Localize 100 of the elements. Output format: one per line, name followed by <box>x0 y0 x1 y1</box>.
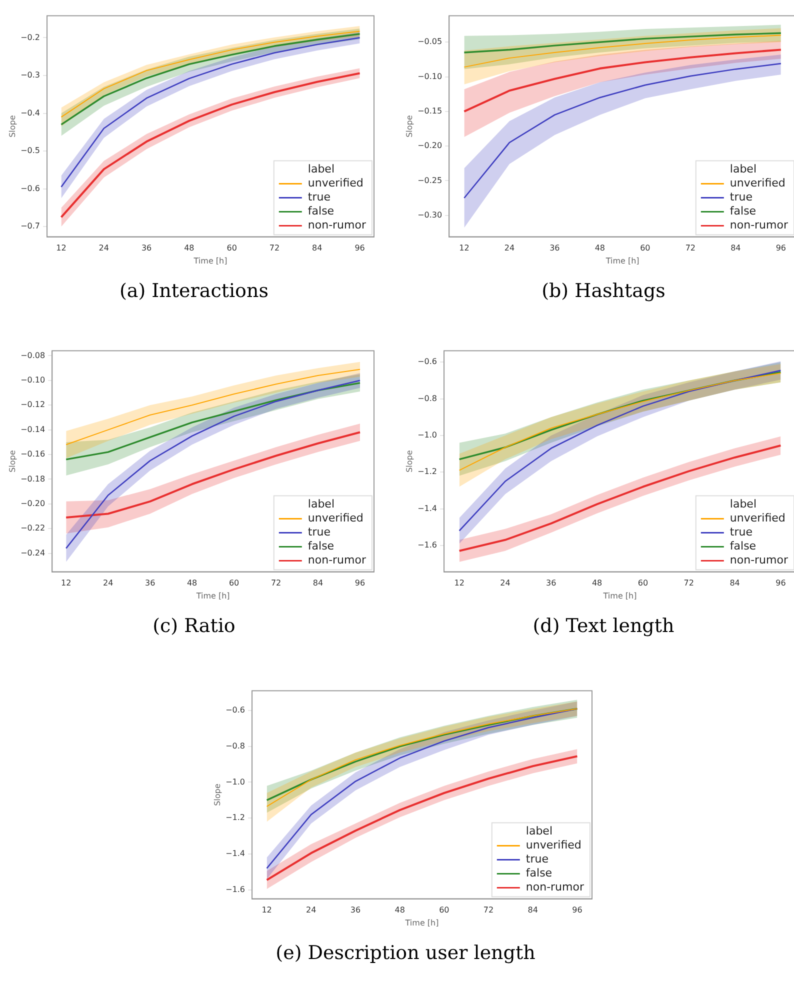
legend-title: label <box>308 162 335 176</box>
legend-label: unverified <box>308 512 364 525</box>
legend-label: true <box>730 190 753 204</box>
y-tick-label: −0.10 <box>418 72 442 81</box>
legend-label: true <box>730 526 753 539</box>
y-tick-label: −0.6 <box>226 706 246 715</box>
x-tick-label: 48 <box>394 906 405 915</box>
legend-label: true <box>308 526 331 539</box>
x-tick-label: 48 <box>184 244 194 253</box>
legend-label: unverified <box>730 176 786 190</box>
x-tick-label: 84 <box>312 244 322 253</box>
x-tick-label: 48 <box>594 244 606 253</box>
x-tick-label: 60 <box>226 244 237 253</box>
x-tick-label: 24 <box>98 244 109 253</box>
y-tick-label: −0.25 <box>418 176 442 185</box>
x-tick-label: 24 <box>504 244 515 253</box>
legend-label: false <box>526 866 552 880</box>
x-tick-label: 60 <box>439 906 450 915</box>
legend-label: false <box>308 204 334 218</box>
y-tick-label: −0.8 <box>418 394 438 403</box>
y-axis-title: Slope <box>212 784 222 806</box>
x-tick-label: 96 <box>354 578 366 588</box>
x-tick-label: 48 <box>592 578 602 588</box>
legend-title: label <box>730 498 757 511</box>
x-tick-label: 96 <box>776 244 786 253</box>
x-tick-label: 36 <box>546 578 556 588</box>
legend-label: false <box>308 540 334 553</box>
x-tick-label: 84 <box>730 244 741 253</box>
legend-label: false <box>730 204 756 218</box>
x-tick-label: 36 <box>550 244 560 253</box>
x-tick-label: 60 <box>640 244 650 253</box>
y-tick-label: −0.22 <box>20 524 46 533</box>
text: (a) Interactions <box>118 280 270 302</box>
x-tick-label: 24 <box>500 578 510 588</box>
y-tick-label: −1.2 <box>418 467 438 476</box>
y-tick-label: −1.0 <box>226 777 246 786</box>
legend-title: label <box>526 824 553 838</box>
y-tick-label: −0.05 <box>418 37 442 46</box>
y-tick-label: −0.24 <box>20 548 46 558</box>
x-axis-title: Time [h] <box>404 918 439 928</box>
x-tick-label: 24 <box>306 906 316 915</box>
x-axis-title: Time [h] <box>195 591 230 600</box>
x-tick-label: 12 <box>61 578 72 588</box>
x-tick-label: 60 <box>638 578 648 588</box>
y-axis-title: Slope <box>8 450 17 472</box>
x-tick-label: 48 <box>186 578 198 588</box>
legend-label: false <box>730 540 756 553</box>
y-tick-label: −0.20 <box>418 141 442 150</box>
x-tick-label: 36 <box>350 906 361 915</box>
x-tick-label: 36 <box>141 244 152 253</box>
y-tick-label: −1.6 <box>418 540 438 550</box>
legend-label: unverified <box>526 838 582 852</box>
y-tick-label: −1.4 <box>226 849 246 858</box>
x-tick-label: 72 <box>269 244 280 253</box>
y-tick-label: −0.12 <box>20 400 46 410</box>
y-axis-title: Slope <box>8 115 17 138</box>
x-tick-label: 12 <box>56 244 66 253</box>
y-tick-label: −0.6 <box>418 357 438 366</box>
legend-label: non-rumor <box>730 554 788 567</box>
x-tick-label: 84 <box>312 578 324 588</box>
legend-label: unverified <box>308 176 364 190</box>
legend-title: label <box>308 498 335 511</box>
legend-label: non-rumor <box>730 218 788 232</box>
y-tick-label: −0.16 <box>20 450 46 459</box>
y-tick-label: −0.18 <box>20 474 46 484</box>
x-tick-label: 12 <box>262 906 272 915</box>
y-tick-label: −0.4 <box>20 108 40 118</box>
y-tick-label: −0.10 <box>20 376 46 385</box>
legend-label: true <box>526 852 549 866</box>
x-axis-title: Time [h] <box>604 256 640 266</box>
x-tick-label: 72 <box>684 578 694 588</box>
y-tick-label: −0.08 <box>20 350 46 360</box>
x-tick-label: 96 <box>776 578 786 588</box>
y-axis-title: Slope <box>404 115 414 138</box>
y-tick-label: −0.6 <box>20 184 40 193</box>
text: (c) Ratio <box>152 615 236 637</box>
legend-label: unverified <box>730 512 786 525</box>
x-axis-title: Time [h] <box>192 256 228 266</box>
x-tick-label: 72 <box>270 578 282 588</box>
y-tick-label: −1.6 <box>226 884 246 894</box>
y-tick-label: −1.0 <box>418 430 438 440</box>
x-tick-label: 36 <box>144 578 156 588</box>
x-tick-label: 24 <box>103 578 114 588</box>
x-tick-label: 12 <box>459 244 470 253</box>
y-axis-title: Slope <box>404 450 414 472</box>
text: (e) Description user length <box>274 942 536 964</box>
legend-label: non-rumor <box>308 554 366 567</box>
x-tick-label: 84 <box>730 578 740 588</box>
x-tick-label: 84 <box>528 906 538 915</box>
y-tick-label: −0.20 <box>20 498 46 508</box>
y-tick-label: −0.30 <box>418 210 442 220</box>
x-axis-title: Time [h] <box>602 591 637 600</box>
y-tick-label: −0.15 <box>418 106 442 116</box>
legend-label: non-rumor <box>526 880 584 894</box>
y-tick-label: −0.14 <box>20 424 46 434</box>
y-tick-label: −1.2 <box>226 813 246 822</box>
y-tick-label: −0.8 <box>226 741 246 750</box>
y-tick-label: −0.5 <box>20 146 40 156</box>
text: (d) Text length <box>532 615 676 637</box>
x-tick-label: 60 <box>228 578 240 588</box>
